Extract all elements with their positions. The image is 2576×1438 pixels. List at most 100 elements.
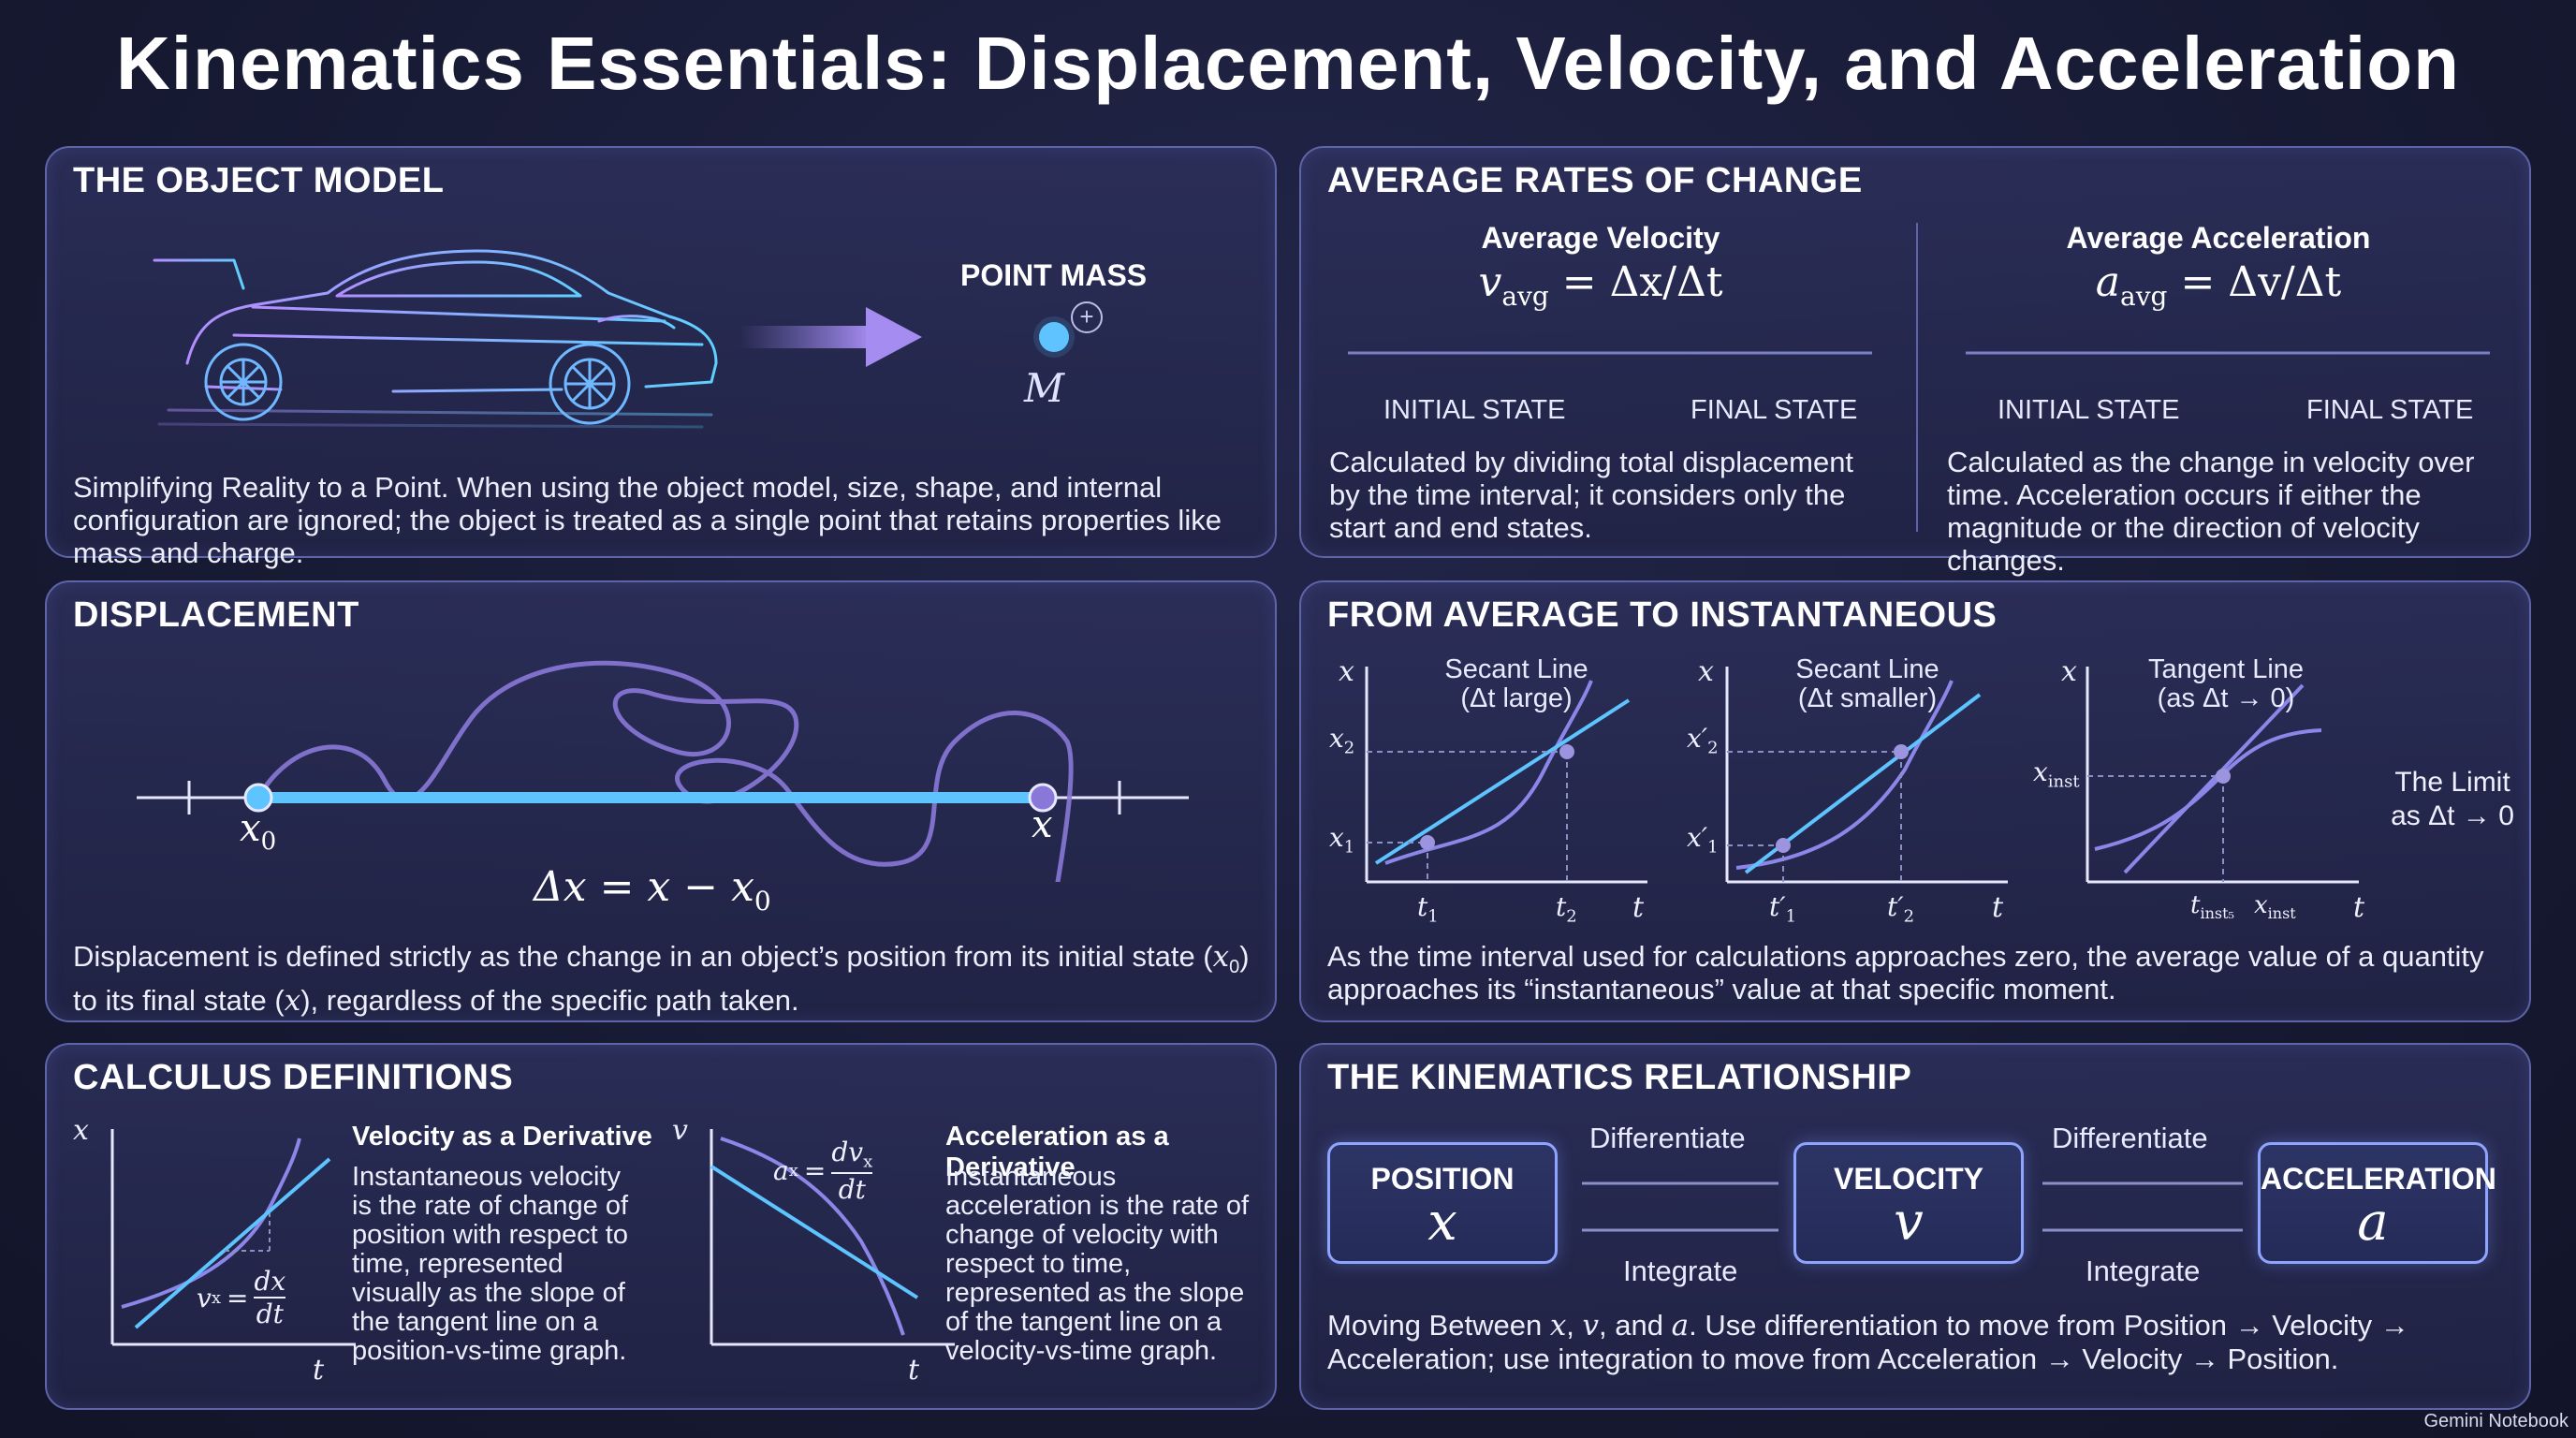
point-mass-label: POINT MASS (960, 258, 1148, 292)
eq-numerator: dx (254, 1266, 286, 1299)
mass-symbol: M (1024, 365, 1065, 411)
graph3-title: Tangent Line (as Δt → 0) (2114, 655, 2338, 713)
integrate-label-2: Integrate (2086, 1255, 2201, 1287)
tick-subscript: inst₅ (2200, 904, 2234, 923)
tick-subscript: 2 (1343, 738, 1355, 758)
eq-subscript: x (211, 1287, 221, 1308)
tangent-graph (2086, 667, 2359, 884)
description-symbol: x (284, 984, 301, 1019)
velocity-time-graph (710, 1129, 955, 1346)
calc-acc-x-axis: t (908, 1354, 920, 1387)
acceleration-derivative-title: Acceleration as a Derivative (945, 1122, 1169, 1182)
eq-symbol: v (197, 1282, 212, 1313)
car-wireframe-icon (153, 249, 718, 429)
box-label: VELOCITY (1833, 1162, 1983, 1196)
average-rates-heading: AVERAGE RATES OF CHANGE (1327, 161, 1863, 200)
tick-subscript: 1 (1707, 837, 1719, 858)
calculus-panel: CALCULUS DEFINITIONS x t v x = dx dt Veloci… (45, 1043, 1277, 1410)
avg-velocity-title: Average Velocity (1481, 221, 1720, 255)
description-text: . Use differentiation to move from Posit… (1327, 1309, 2409, 1375)
tick-subscript: 2 (1903, 906, 1915, 927)
displacement-diagram (137, 660, 1189, 882)
box-symbol: x (1427, 1192, 1457, 1253)
position-time-graph (110, 1129, 356, 1346)
acceleration-box: ACCELERATION a (2258, 1142, 2496, 1264)
position-box: POSITION x (1327, 1142, 1558, 1264)
footer-brand: Gemini Notebook (2423, 1411, 2569, 1431)
initial-state-label: INITIAL STATE (1998, 395, 2180, 425)
instantaneous-panel: FROM AVERAGE TO INSTANTANEOUS x t Secant… (1299, 580, 2531, 1022)
graph2-y-axis-label: x (1698, 655, 1714, 688)
displacement-description: Displacement is defined strictly as the … (73, 940, 1262, 1018)
graph1-y-tick-2: x2 (1329, 723, 1354, 758)
graph1-x-tick-2: t2 (1556, 891, 1577, 927)
object-model-heading: THE OBJECT MODEL (73, 161, 445, 200)
relationship-heading: THE KINEMATICS RELATIONSHIP (1327, 1058, 1912, 1097)
tick-symbol: x (1329, 723, 1344, 754)
final-state-label: FINAL STATE (1690, 395, 1858, 425)
avg-acceleration-description: Calculated as the change in velocity ove… (1947, 446, 2475, 577)
displacement-panel: DISPLACEMENT x0 x Δx = x − x0 Displaceme… (45, 580, 1277, 1022)
secant-graph-large (1365, 667, 1647, 884)
tick-subscript: 1 (1785, 906, 1797, 927)
acceleration-derivative-description: Instantaneous acceleration is the rate o… (945, 1162, 1250, 1366)
box-symbol: a (2357, 1192, 2389, 1253)
formula-symbol: v (1478, 258, 1502, 306)
differentiate-label-1: Differentiate (1589, 1122, 1746, 1154)
x-subscript: 0 (260, 828, 277, 856)
description-symbol: a (1671, 1309, 1690, 1343)
description-text: , (1566, 1309, 1583, 1342)
curved-path (256, 660, 1074, 882)
graph-title-line: (Δt smaller) (1797, 683, 1938, 713)
graph-title-line: Tangent Line (2147, 654, 2305, 684)
graph3-x-axis-label: t (2353, 891, 2365, 924)
calc-vel-y-axis: x (73, 1114, 89, 1147)
tick-subscript: 2 (1566, 906, 1577, 927)
graph3-x-tick-2: xinst (2254, 891, 2296, 922)
eq-denominator: dt (256, 1299, 284, 1329)
graph2-x-axis-label: t (1992, 891, 2004, 924)
graph-title-line: Secant Line (1444, 654, 1588, 684)
object-model-panel: THE OBJECT MODEL (45, 146, 1277, 569)
eq-denominator: dt (838, 1173, 866, 1205)
differentiate-label-2: Differentiate (2052, 1122, 2208, 1154)
end-point (1028, 783, 1058, 813)
velocity-derivative-equation: v x = dx dt (197, 1266, 286, 1329)
eq-numerator-subscript: x (863, 1152, 873, 1172)
box-symbol: v (1894, 1192, 1924, 1253)
tick-symbol: x (2033, 756, 2048, 787)
displacement-equation: Δx = x − x0 (534, 863, 771, 917)
tick-subscript: 1 (1427, 906, 1439, 927)
tick-subscript: inst (2267, 904, 2296, 923)
tick-symbol: t′ (1887, 891, 1904, 922)
acceleration-derivative-equation: a x = dvx dt (773, 1137, 873, 1205)
tick-symbol: t (2190, 891, 2201, 919)
limit-label: The Limit as Δt → 0 (2378, 766, 2527, 833)
displacement-heading: DISPLACEMENT (73, 595, 359, 635)
box-label: POSITION (1370, 1162, 1515, 1196)
avg-acceleration-title: Average Acceleration (2066, 221, 2371, 255)
graph1-x-axis-label: t (1632, 891, 1645, 924)
state-divider-line (1966, 351, 2490, 355)
page-title: Kinematics Essentials: Displacement, Vel… (116, 22, 2460, 105)
graph-title-line: (Δt large) (1460, 683, 1573, 713)
x-symbol: x (240, 807, 261, 850)
box-label: ACCELERATION (2261, 1162, 2496, 1196)
tick-symbol: t (1556, 891, 1567, 922)
velocity-derivative-title: Velocity as a Derivative (352, 1122, 652, 1152)
tick-symbol: t (1417, 891, 1428, 922)
avg-velocity-description: Calculated by dividing total displacemen… (1329, 446, 1854, 544)
tick-symbol: x′ (1687, 822, 1708, 853)
graph1-y-axis-label: x (1339, 655, 1354, 688)
calculus-heading: CALCULUS DEFINITIONS (73, 1058, 514, 1097)
initial-state-label: INITIAL STATE (1383, 395, 1566, 425)
integrate-label-1: Integrate (1623, 1255, 1738, 1287)
graph3-y-tick: xinst (2033, 756, 2080, 792)
avg-velocity-formula: vavg = Δx/Δt (1339, 258, 1863, 312)
velocity-box: VELOCITY v (1793, 1142, 2024, 1264)
graph1-y-tick-1: x1 (1329, 822, 1354, 858)
eq-subscript: x (788, 1160, 798, 1181)
calc-acc-y-axis: v (672, 1114, 688, 1147)
description-subscript: 0 (1229, 957, 1240, 978)
object-model-description: Simplifying Reality to a Point. When usi… (73, 471, 1222, 569)
